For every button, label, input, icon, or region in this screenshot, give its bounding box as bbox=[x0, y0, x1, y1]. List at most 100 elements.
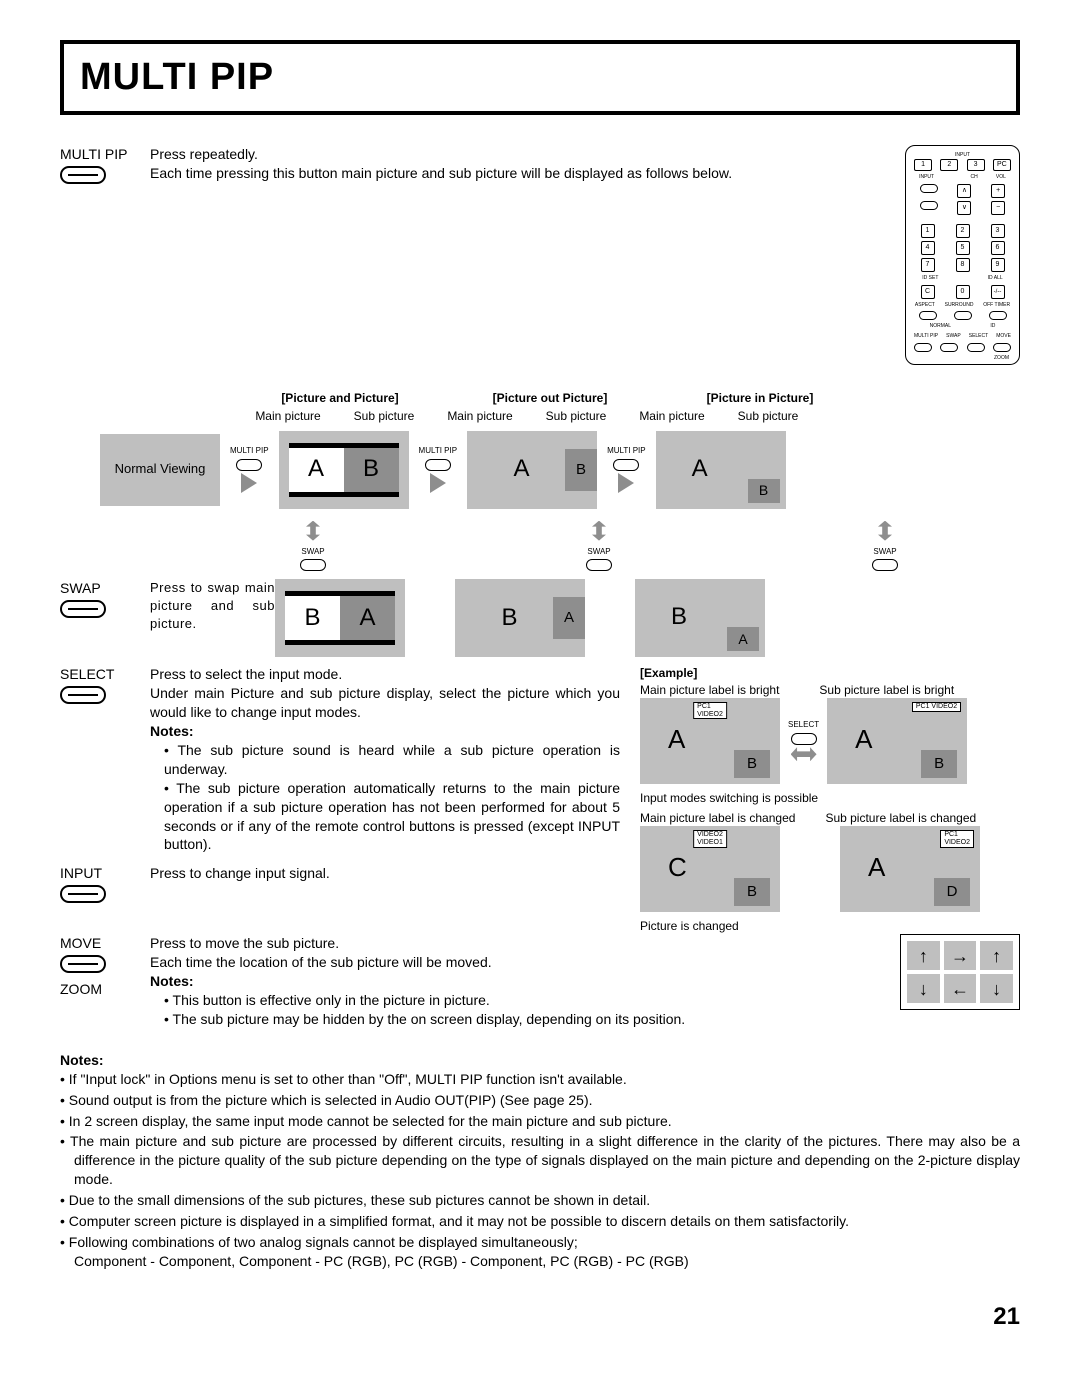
ex-sel: SELECT bbox=[788, 720, 819, 761]
swap-3: SWAP bbox=[872, 517, 898, 572]
mn-0: This button is effective only in the pic… bbox=[164, 991, 890, 1010]
page-number: 21 bbox=[60, 1301, 1020, 1333]
kp-6: 6 bbox=[991, 241, 1005, 255]
select-text-block: Press to select the input mode. Under ma… bbox=[150, 665, 620, 854]
pop-b: B bbox=[565, 449, 597, 491]
page-title: MULTI PIP bbox=[80, 52, 1000, 103]
kp-5: 5 bbox=[956, 241, 970, 255]
ex-row-2: VIDEO2 VIDEO1 C B PC1 VIDEO2 A D bbox=[640, 826, 1020, 912]
kp-0: 0 bbox=[956, 285, 970, 299]
ex1-a: A bbox=[668, 722, 685, 757]
ex-scr-2: PC1 VIDEO2 A B bbox=[827, 698, 967, 784]
input-label: INPUT bbox=[60, 864, 150, 883]
r-p5 bbox=[989, 311, 1007, 320]
bn-3: The main picture and sub picture are pro… bbox=[74, 1132, 1020, 1189]
ex-sel-pill bbox=[791, 733, 817, 745]
mp-pill-2 bbox=[425, 459, 451, 471]
move-left: MOVE ZOOM Press to move the sub picture.… bbox=[60, 934, 890, 1038]
input-text: Press to change input signal. bbox=[150, 864, 620, 883]
pap-b2: B bbox=[285, 591, 340, 645]
kp-3: 3 bbox=[991, 224, 1005, 238]
mode-heads: [Picture and Picture] [Picture out Pictu… bbox=[265, 390, 1020, 406]
arr-3 bbox=[618, 473, 634, 493]
multipip-text: Press repeatedly. Each time pressing thi… bbox=[150, 145, 885, 183]
bottom-notes-list: If "Input lock" in Options menu is set t… bbox=[60, 1070, 1020, 1271]
mg-3: ↓ bbox=[907, 974, 940, 1003]
r-offtimer: OFF TIMER bbox=[983, 302, 1010, 309]
mh-1: [Picture out Picture] bbox=[475, 390, 625, 406]
bottom-notes-label: Notes: bbox=[60, 1051, 1020, 1070]
ex-tag-3: VIDEO2 VIDEO1 bbox=[693, 830, 727, 847]
sh-4: Main picture bbox=[629, 408, 715, 424]
select-label: SELECT bbox=[60, 665, 150, 684]
ex-l3l: Main picture label is changed bbox=[640, 810, 795, 826]
pip-b: B bbox=[748, 479, 780, 503]
sh-5: Sub picture bbox=[725, 408, 811, 424]
ex-sel-lbl: SELECT bbox=[788, 720, 819, 731]
mh-0: [Picture and Picture] bbox=[265, 390, 415, 406]
ex3-c: C bbox=[668, 850, 687, 885]
input-button-icon bbox=[60, 885, 106, 903]
sh-1: Sub picture bbox=[341, 408, 427, 424]
pap-b: B bbox=[344, 443, 399, 497]
sw-l-2: SWAP bbox=[587, 547, 610, 558]
select-notes-label: Notes: bbox=[150, 722, 620, 741]
ex-scr-4: PC1 VIDEO2 A D bbox=[840, 826, 980, 912]
multipip-button-icon bbox=[60, 166, 106, 184]
r-surround: SURROUND bbox=[945, 302, 974, 309]
remote-input-label: INPUT bbox=[910, 152, 1015, 159]
rb-2: SELECT bbox=[969, 333, 988, 340]
move-notes-list: This button is effective only in the pic… bbox=[150, 991, 890, 1029]
sn-0: The sub picture sound is heard while a s… bbox=[164, 741, 620, 779]
move-label: MOVE bbox=[60, 934, 150, 953]
mn-1: The sub picture may be hidden by the on … bbox=[164, 1010, 890, 1029]
move-text: Press to move the sub picture. Each time… bbox=[150, 934, 890, 972]
ud-1 bbox=[306, 521, 320, 541]
mp-lbl-2: MULTI PIP bbox=[419, 446, 458, 457]
sw-p-2 bbox=[586, 559, 612, 571]
r-up: ∧ bbox=[957, 184, 971, 198]
kp-4: 4 bbox=[921, 241, 935, 255]
remote-control: INPUT 1 2 3 PC INPUTCHVOL ∧ + ∨ − 123 45… bbox=[905, 145, 1020, 365]
swap-1: SWAP bbox=[300, 517, 326, 572]
rb-3: MOVE bbox=[996, 333, 1011, 340]
pip-b2: B bbox=[671, 601, 687, 633]
dia-row-1: Normal Viewing MULTI PIP A B MULTI PIP A… bbox=[100, 431, 1020, 509]
sh-2: Main picture bbox=[437, 408, 523, 424]
r-input: INPUT bbox=[919, 174, 934, 181]
ex2-b: B bbox=[921, 750, 957, 778]
bn-5: Computer screen picture is displayed in … bbox=[74, 1212, 1020, 1231]
bn-4: Due to the small dimensions of the sub p… bbox=[74, 1191, 1020, 1210]
bottom-notes: Notes: If "Input lock" in Options menu i… bbox=[60, 1051, 1020, 1271]
screen-pap-ba: B A bbox=[275, 579, 405, 657]
rb-0: MULTI PIP bbox=[914, 333, 938, 340]
r-zoom: ZOOM bbox=[910, 355, 1015, 362]
rb-1: SWAP bbox=[946, 333, 961, 340]
remote-pc: PC bbox=[993, 159, 1011, 171]
swap-btn-block: SWAP Press to swap main picture and sub … bbox=[60, 579, 275, 642]
swap-2: SWAP bbox=[586, 517, 612, 572]
diagram-section: [Picture and Picture] [Picture out Pictu… bbox=[60, 390, 1020, 571]
mp-btn-2: MULTI PIP bbox=[419, 446, 458, 493]
ex1-b: B bbox=[734, 750, 770, 778]
rbp-2 bbox=[967, 343, 985, 352]
multipip-label: MULTI PIP bbox=[60, 145, 150, 164]
mg-0: ↑ bbox=[907, 941, 940, 970]
pap-a: A bbox=[289, 443, 344, 497]
mp-lbl-3: MULTI PIP bbox=[607, 446, 646, 457]
page-title-bar: MULTI PIP bbox=[60, 40, 1020, 115]
ex-tag-4: PC1 VIDEO2 bbox=[940, 830, 974, 847]
top-left: MULTI PIP Press repeatedly. Each time pr… bbox=[60, 145, 895, 365]
kp-dash: -/-- bbox=[991, 285, 1005, 299]
normal-viewing: Normal Viewing bbox=[100, 434, 220, 506]
r-id: ID bbox=[990, 323, 995, 330]
sw-p-1 bbox=[300, 559, 326, 571]
mg-5: ↓ bbox=[980, 974, 1013, 1003]
arr-2 bbox=[430, 473, 446, 493]
rbp-0 bbox=[914, 343, 932, 352]
ex3-b: B bbox=[734, 878, 770, 906]
swap-text: Press to swap main picture and sub pictu… bbox=[150, 579, 275, 632]
remote-top-2: 2 bbox=[940, 159, 958, 171]
ex2-a: A bbox=[855, 722, 872, 757]
ex-labels-1: Main picture label is bright Sub picture… bbox=[640, 682, 1020, 698]
